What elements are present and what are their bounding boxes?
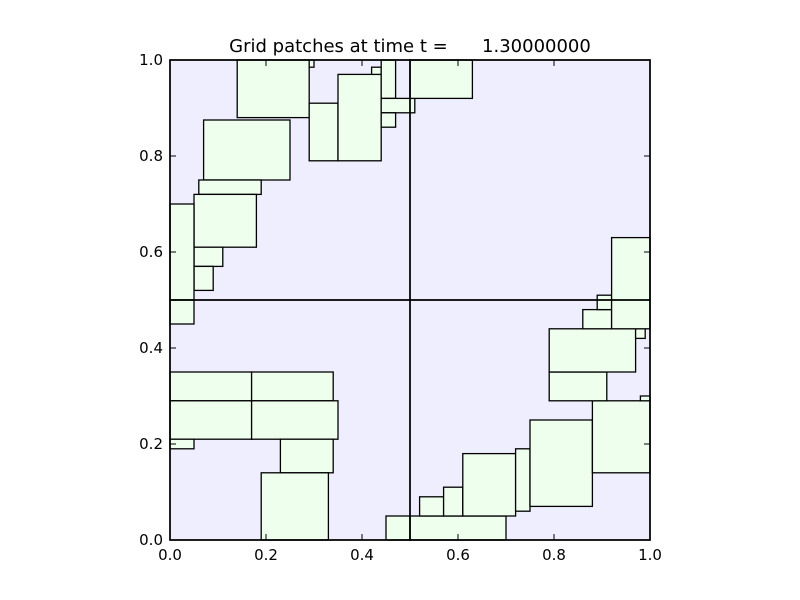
x-tick-label-3: 0.6 [446,546,470,564]
level2-patch-6 [193,265,214,292]
level2-patch-21 [279,438,334,474]
level2-patch-10 [337,73,382,162]
level2-patch-32 [548,371,608,402]
x-tick-label-2: 0.4 [350,546,374,564]
level2-patch-27 [462,452,517,517]
chart-title: Grid patches at time t = 1.30000000 [229,36,591,57]
level2-patch-23 [385,515,411,541]
level2-patch-22 [260,472,330,541]
y-axis: 0.0 0.2 0.4 0.6 0.8 1.0 [139,51,650,549]
x-tick-label-5: 1.0 [638,546,662,564]
level2-patch-12 [380,59,397,100]
level2-patch-0 [236,59,310,119]
plot-frame [169,59,651,541]
level2-patch-18 [169,400,253,440]
y-tick-label-4: 0.8 [139,147,163,165]
level2-patch-29 [529,419,594,508]
level2-patch-14 [380,112,397,128]
level2-patch-15 [409,59,474,100]
level2-patch-33 [548,328,637,373]
level2-patch-35 [582,308,613,330]
level2-patch-36 [596,294,613,311]
level2-patch-37 [610,236,651,330]
level2-patch-30 [591,400,651,474]
x-tick-label-1: 0.2 [254,546,278,564]
level2-patch-13 [380,97,416,114]
level2-patch-4 [193,193,258,248]
level2-patch-16 [169,371,253,402]
x-tick-label-4: 0.8 [542,546,566,564]
level2-patch-2 [202,119,291,181]
level2-patch-5 [193,246,224,268]
level2-patch-9 [308,102,339,162]
y-tick-label-5: 1.0 [139,51,163,69]
level2-patch-19 [250,400,339,440]
level2-patch-31 [639,395,651,402]
level2-patch-3 [198,179,262,196]
level2-patch-1 [308,59,315,68]
level2-patch-26 [442,486,464,517]
patch-layer [169,59,651,541]
level2-patch-25 [418,496,445,517]
level2-patch-34 [634,328,646,340]
y-tick-label-0: 0.0 [139,531,163,549]
level2-patch-17 [250,371,334,402]
level2-patch-11 [370,66,382,76]
level2-patch-28 [514,448,531,512]
y-tick-label-1: 0.2 [139,435,163,453]
x-axis: 0.0 0.2 0.4 0.6 0.8 1.0 [158,60,662,564]
x-tick-label-0: 0.0 [158,546,182,564]
y-tick-label-2: 0.4 [139,339,163,357]
y-tick-label-3: 0.6 [139,243,163,261]
level2-patch-8 [169,299,195,325]
